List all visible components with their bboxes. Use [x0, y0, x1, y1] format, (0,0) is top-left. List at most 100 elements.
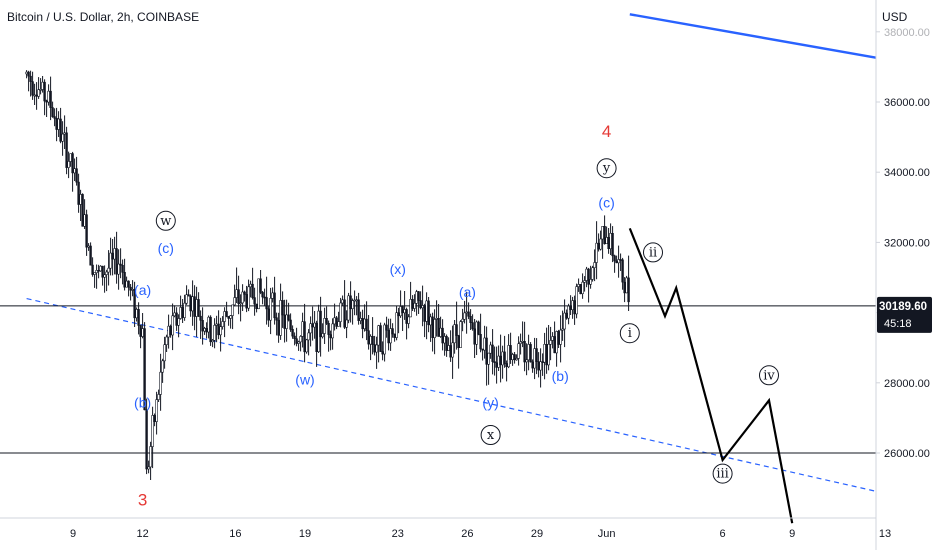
y-tick-label: 34000.00	[884, 167, 930, 179]
candle-body	[187, 294, 190, 297]
candle-body	[625, 277, 628, 294]
price-badge-bg	[877, 296, 932, 333]
candle-body	[421, 305, 424, 309]
candle-body	[227, 316, 230, 319]
candle-body	[113, 248, 116, 260]
candle-body	[579, 284, 582, 295]
y-tick-label: 26000.00	[884, 448, 930, 460]
candle-body	[355, 299, 358, 302]
candle-body	[155, 399, 158, 422]
candle-body	[313, 322, 316, 328]
candle-body	[539, 361, 542, 371]
candle-body	[107, 267, 110, 273]
candle-body	[543, 343, 546, 363]
candle-body	[115, 248, 118, 275]
candle-body	[473, 328, 476, 345]
x-ticks-layer: 9 12 16 19 23 26 29 Jun 6 9 13	[70, 528, 891, 540]
candle-body	[123, 271, 126, 288]
wave-label-text: x	[487, 428, 495, 443]
x-tick-label: 6	[720, 528, 726, 540]
candle-body	[121, 264, 124, 273]
candle-body	[545, 343, 548, 366]
candle-body	[387, 329, 390, 344]
candle-body	[465, 311, 468, 314]
candle-body	[141, 328, 144, 337]
y-tick-label: 28000.00	[884, 378, 930, 390]
x-tick-label: 16	[229, 528, 241, 540]
candle-body	[305, 339, 308, 353]
candle-body	[129, 286, 132, 291]
candle-body	[147, 466, 150, 470]
candle-body	[111, 252, 114, 260]
x-tick-label: 26	[461, 528, 473, 540]
candle-body	[197, 299, 200, 317]
candle-body	[499, 355, 502, 366]
candle-body	[445, 336, 448, 351]
candle-body	[615, 260, 618, 264]
candle-body	[337, 321, 340, 327]
candle-body	[269, 297, 272, 321]
candle-body	[257, 278, 260, 309]
wave-label-blue: (b)	[552, 368, 569, 384]
candle-body	[207, 316, 210, 333]
candle-body	[307, 332, 310, 341]
candle-body	[557, 331, 560, 345]
candle-body	[103, 274, 106, 278]
candle-body	[171, 315, 174, 336]
candle-body	[139, 325, 142, 337]
candle-body	[213, 324, 216, 341]
candle-body	[619, 259, 622, 261]
candles-layer	[25, 70, 630, 480]
candle-body	[281, 300, 284, 316]
candle-body	[511, 354, 514, 360]
candle-body	[265, 297, 268, 310]
candle-body	[331, 323, 334, 339]
wave-label-text: w	[160, 214, 171, 229]
candle-body	[55, 118, 58, 130]
candle-body	[201, 319, 204, 332]
wave-label-blue: (w)	[295, 372, 314, 388]
candle-body	[75, 168, 78, 183]
candle-body	[375, 344, 378, 353]
wave-label-text: iii	[716, 467, 728, 482]
candle-body	[205, 328, 208, 333]
candle-body	[475, 321, 478, 345]
candle-body	[73, 168, 76, 174]
candle-body	[189, 295, 192, 312]
candle-body	[59, 118, 62, 142]
candle-body	[249, 283, 252, 288]
candle-body	[117, 263, 120, 275]
candle-body	[157, 394, 160, 400]
candle-body	[441, 327, 444, 344]
candle-body	[149, 446, 152, 468]
projection-layer	[628, 227, 794, 524]
candle-body	[323, 317, 326, 334]
wave-label-blue: (c)	[158, 240, 174, 256]
candle-body	[521, 340, 524, 343]
candle-body	[99, 265, 102, 272]
candle-body	[361, 317, 364, 330]
candle-body	[163, 344, 166, 362]
price-badge-value: 30189.60	[879, 301, 927, 313]
candle-body	[413, 302, 416, 309]
candle-body	[479, 333, 482, 350]
candle-body	[505, 363, 508, 368]
candle-body	[467, 311, 470, 317]
candle-body	[529, 344, 532, 363]
candle-body	[485, 337, 488, 365]
candle-body	[589, 279, 592, 285]
candle-body	[559, 329, 562, 345]
candle-body	[263, 296, 266, 299]
wave-label-ring	[596, 158, 617, 179]
candle-body	[541, 361, 544, 364]
wave-label-ring	[643, 242, 663, 263]
candle-body	[225, 311, 228, 317]
candle-body	[517, 343, 520, 359]
candle-body	[611, 233, 614, 257]
candle-body	[357, 299, 360, 321]
candle-body	[411, 298, 414, 309]
candle-body	[367, 330, 370, 345]
candle-body	[199, 315, 202, 321]
x-tick-label: 19	[299, 528, 311, 540]
candle-body	[377, 325, 380, 346]
